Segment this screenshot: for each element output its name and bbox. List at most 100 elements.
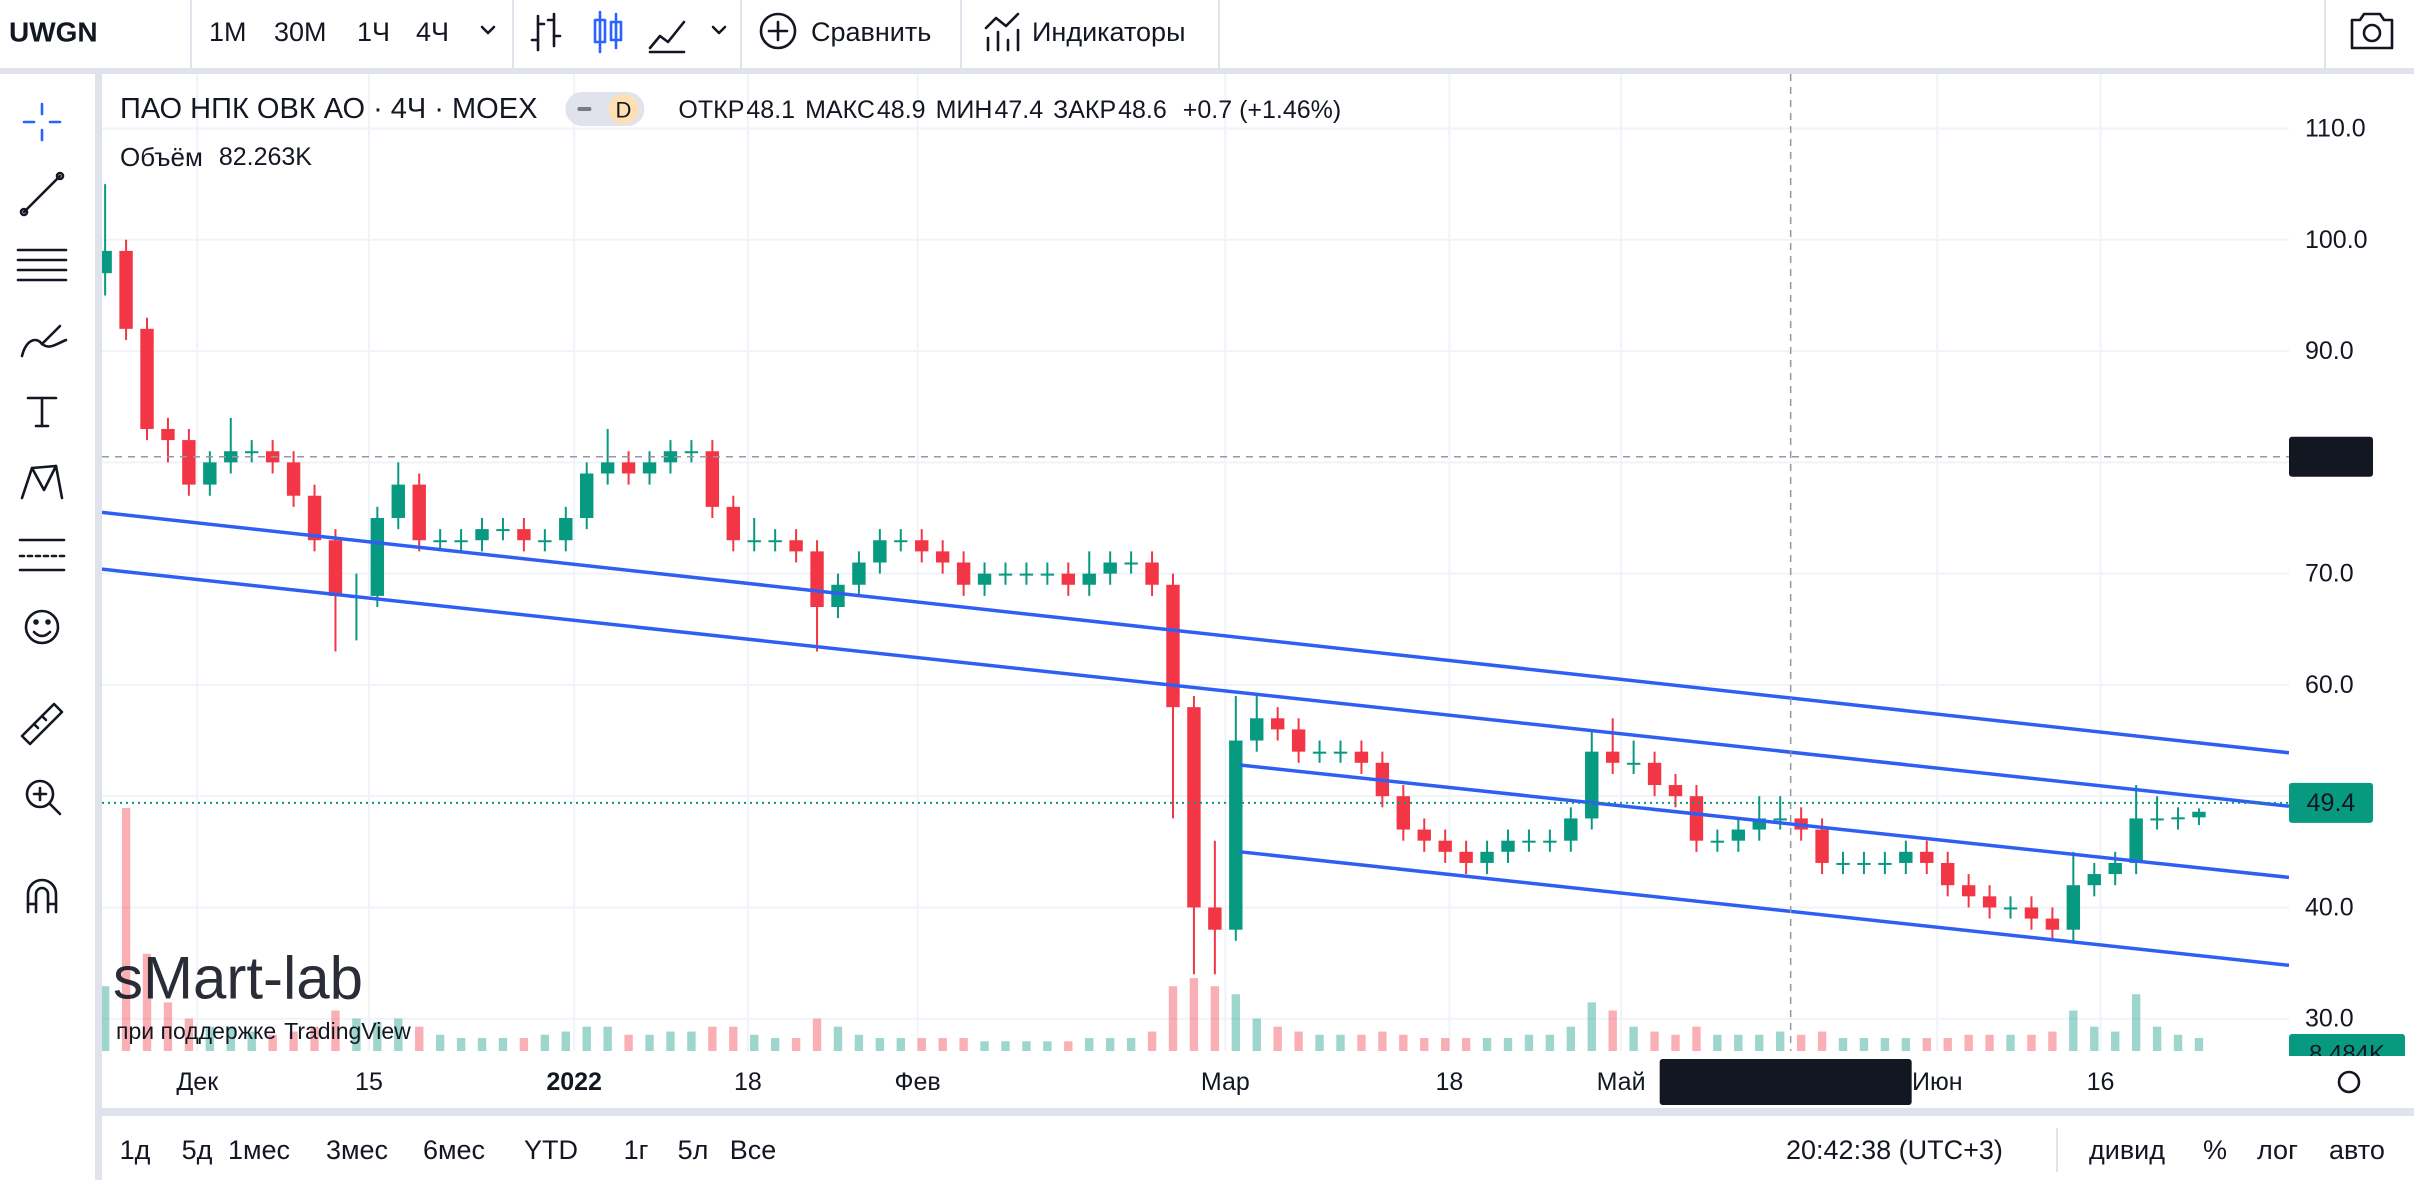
candle-body xyxy=(161,428,175,441)
brush-tool[interactable] xyxy=(20,324,68,358)
ohlc-value: 48.9 xyxy=(877,96,926,124)
area-style-button[interactable] xyxy=(648,20,686,54)
volume-bar xyxy=(1252,1018,1261,1051)
candle-body xyxy=(1354,751,1369,763)
trend-line[interactable] xyxy=(102,510,2289,755)
trend-line[interactable] xyxy=(1239,850,2289,968)
range-button[interactable]: 1мес xyxy=(228,1135,290,1165)
text-tool[interactable] xyxy=(26,396,58,428)
candle-body xyxy=(2003,907,2018,910)
indicators-button[interactable]: Индикаторы xyxy=(1032,17,1185,47)
interval-dropdown[interactable] xyxy=(480,25,496,35)
range-button[interactable]: Все xyxy=(730,1135,777,1165)
candle-body xyxy=(726,506,740,541)
candle-body xyxy=(1878,862,1892,865)
candle-body xyxy=(2171,817,2185,820)
range-button[interactable]: 3мес xyxy=(326,1135,388,1165)
fib-tool[interactable] xyxy=(16,248,68,282)
volume-bar xyxy=(2173,1034,2183,1051)
volume-bar xyxy=(456,1038,466,1051)
candle-body xyxy=(182,440,196,485)
volume-value: 82.263K xyxy=(219,143,312,171)
candle-body xyxy=(454,540,468,543)
x-tick-label: 2022 xyxy=(546,1068,602,1096)
volume-bar xyxy=(1817,1031,1827,1051)
candle-body xyxy=(1899,851,1913,863)
symbol[interactable]: UWGN xyxy=(9,17,98,48)
trend-line[interactable] xyxy=(1239,763,2289,880)
volume-bar xyxy=(205,1026,215,1051)
volume-bar xyxy=(1922,1038,1931,1051)
compare-button[interactable]: Сравнить xyxy=(811,17,931,47)
crosshair-tool[interactable] xyxy=(22,102,62,142)
trend-line-tool[interactable] xyxy=(19,171,65,217)
candle-body xyxy=(1312,751,1327,754)
scale-option[interactable]: авто xyxy=(2329,1135,2385,1165)
trend-line-tool-part xyxy=(55,171,65,181)
volume-bar xyxy=(415,1026,424,1051)
last-price-label: 49.4 xyxy=(2307,789,2356,817)
emoji-tool-part xyxy=(33,619,39,625)
crosshair-price-label: 80.5 xyxy=(2307,443,2356,471)
candle-body xyxy=(810,551,824,608)
ruler-tool[interactable] xyxy=(20,702,64,746)
candle-body xyxy=(433,540,447,543)
candle-body xyxy=(370,517,385,596)
ohlc-value: 48.6 xyxy=(1118,96,1167,124)
crosshair-time-label: 10:00 xyxy=(1825,1068,1888,1096)
volume-bar xyxy=(1692,1026,1701,1051)
ruler-tool-part xyxy=(40,714,48,722)
candle-body xyxy=(768,540,782,543)
candle-body xyxy=(119,250,133,329)
candle-body xyxy=(1417,829,1431,841)
range-button[interactable]: 1г xyxy=(624,1135,649,1165)
trend-line[interactable] xyxy=(102,567,2289,808)
interval-button[interactable]: 30М xyxy=(274,17,327,47)
volume-bar xyxy=(331,1010,340,1051)
candle-body xyxy=(600,462,615,474)
pattern-tool[interactable] xyxy=(20,464,64,500)
candle-body xyxy=(1543,840,1557,843)
screenshot-button[interactable] xyxy=(2350,12,2394,50)
emoji-tool[interactable] xyxy=(24,609,60,645)
zoom-tool-part xyxy=(48,802,62,816)
settings-gear[interactable] xyxy=(2337,1070,2361,1094)
zoom-tool[interactable] xyxy=(25,779,62,816)
y-tick-label: 110.0 xyxy=(2305,115,2366,143)
volume-bar xyxy=(1001,1041,1010,1051)
magnet-tool[interactable] xyxy=(26,878,58,914)
forecast-tool[interactable] xyxy=(18,538,66,572)
style-dropdown[interactable] xyxy=(711,25,727,35)
interval-button[interactable]: 4Ч xyxy=(416,17,449,47)
volume-bar xyxy=(875,1038,885,1051)
scale-option[interactable]: дивид xyxy=(2089,1135,2165,1165)
volume-bar xyxy=(1671,1034,1680,1051)
interval-button[interactable]: 1Ч xyxy=(357,17,390,47)
volume-bar xyxy=(1189,978,1199,1051)
scale-option[interactable]: лог xyxy=(2257,1135,2298,1165)
volume-bar xyxy=(708,1026,717,1051)
interval-button[interactable]: 1М xyxy=(209,17,247,47)
scale-option[interactable]: % xyxy=(2203,1135,2227,1165)
candle-body xyxy=(580,473,594,518)
volume-bar xyxy=(2069,1010,2078,1051)
ruler-tool-part xyxy=(32,722,40,730)
bars-style-button[interactable] xyxy=(530,12,562,52)
emoji-tool-part xyxy=(32,630,52,638)
range-button[interactable]: 1д xyxy=(120,1135,151,1165)
compare-icon[interactable] xyxy=(759,12,797,50)
candle-body xyxy=(1564,818,1578,841)
candle-body xyxy=(1459,851,1473,863)
indicators-icon[interactable] xyxy=(984,12,1020,52)
candle-body xyxy=(977,573,992,585)
indicators-icon-part xyxy=(984,12,1020,30)
range-button[interactable]: YTD xyxy=(524,1135,578,1165)
range-button[interactable]: 6мес xyxy=(423,1135,485,1165)
badge-label: D xyxy=(615,98,631,123)
range-button[interactable]: 5л xyxy=(678,1135,709,1165)
top-toolbar xyxy=(0,0,2414,68)
candle-body xyxy=(621,462,636,474)
candles-style-button[interactable] xyxy=(593,10,623,54)
range-button[interactable]: 5д xyxy=(182,1135,213,1165)
